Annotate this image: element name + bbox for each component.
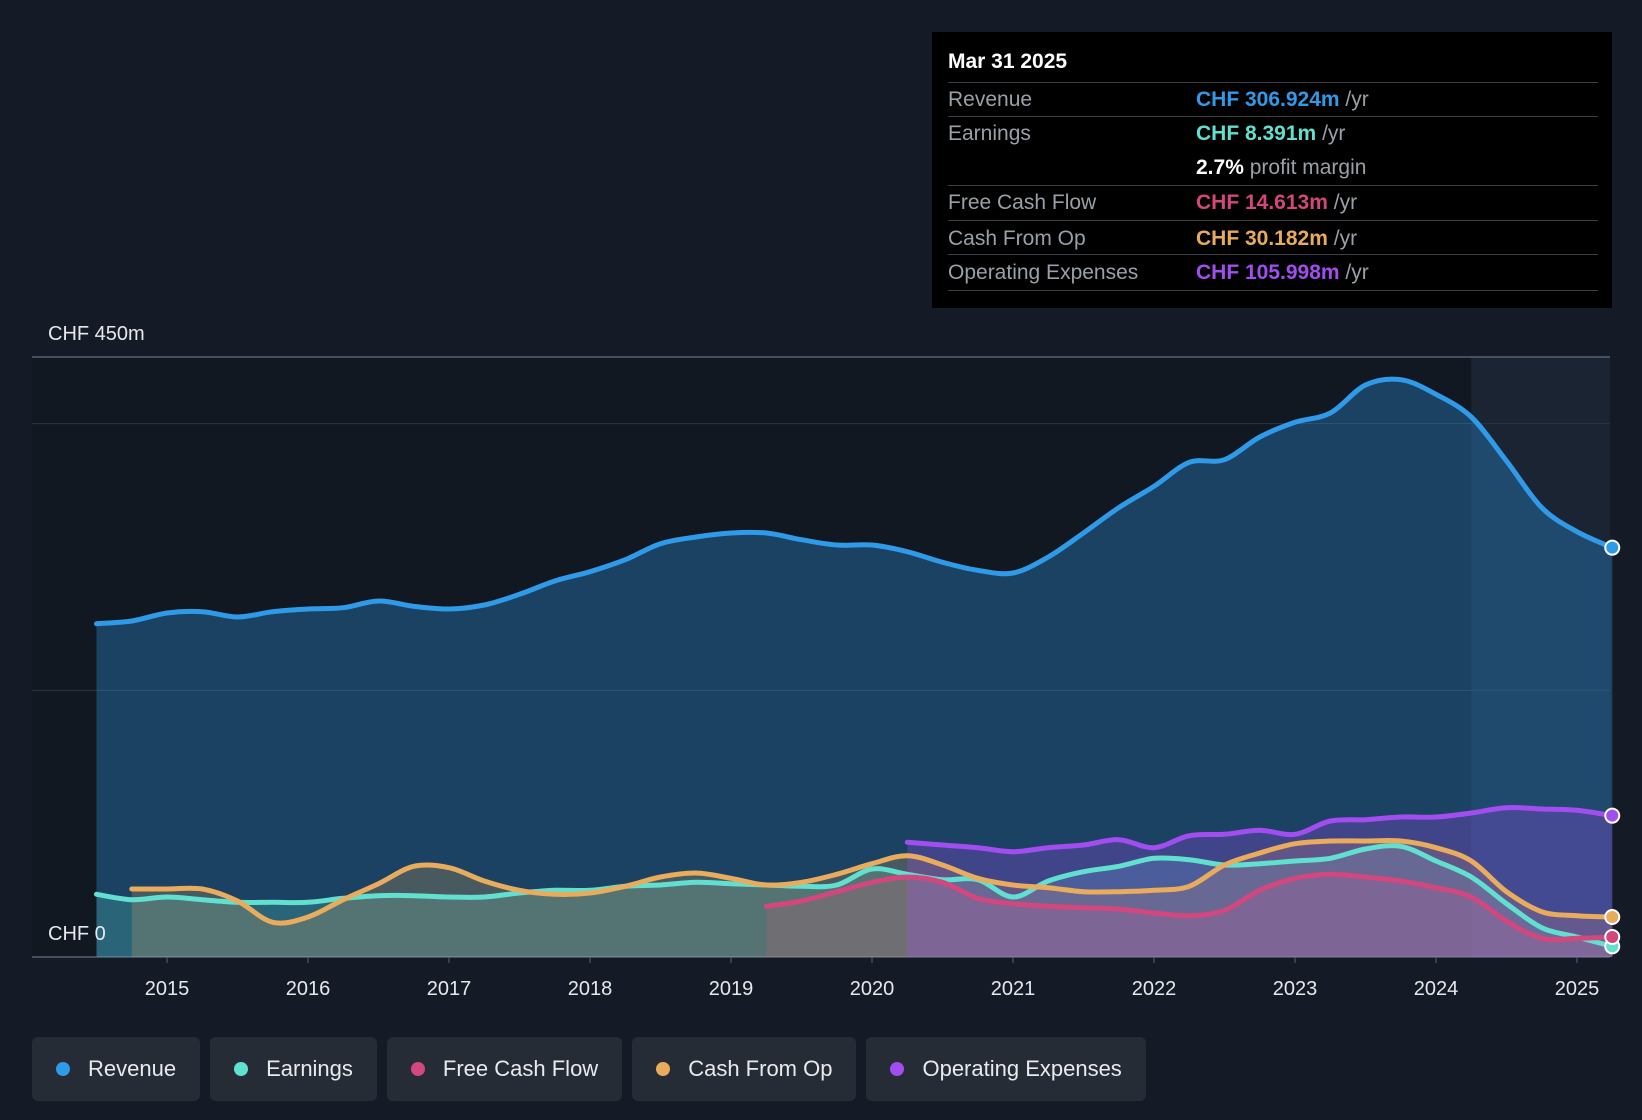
tooltip-divider [948, 116, 1598, 117]
legend-label: Free Cash Flow [442, 1056, 599, 1081]
legend-dot-icon [890, 1062, 905, 1076]
legend-label: Earnings [266, 1056, 353, 1081]
revenue-area [96, 379, 1613, 958]
cfo-end-marker [1604, 909, 1621, 925]
tooltip-divider [948, 254, 1598, 255]
x-axis-ticks: 2015 2016 2017 2018 2019 2020 2021 2022 2023 2024… [145, 957, 1600, 1000]
legend-item-earnings[interactable]: Earnings [210, 1037, 377, 1101]
tooltip-value: CHF 14.613m /yr [1196, 191, 1358, 214]
legend-item-cash-from-op[interactable]: Cash From Op [632, 1037, 857, 1101]
tooltip-row-cfo: Cash From Op CHF 30.182m /yr [948, 220, 1598, 254]
legend-item-revenue[interactable]: Revenue [32, 1037, 201, 1101]
legend: Revenue Earnings Free Cash Flow Cash Fro… [32, 1037, 1146, 1101]
tooltip-panel: Mar 31 2025 Revenue CHF 306.924m /yr Ear… [932, 32, 1612, 308]
tooltip-value: CHF 8.391m /yr [1196, 122, 1346, 145]
revenue-end-marker [1604, 539, 1621, 556]
series-areas [96, 379, 1613, 958]
opex-area [907, 807, 1613, 957]
fcf-end-marker [1604, 929, 1621, 945]
legend-label: Operating Expenses [922, 1056, 1122, 1081]
x-tick-label: 2025 [1555, 978, 1600, 1000]
fcf-area [766, 874, 1613, 957]
tooltip-divider [948, 220, 1598, 221]
x-tick-label: 2021 [991, 978, 1036, 1000]
x-tick-label: 2015 [145, 978, 190, 1000]
legend-label: Cash From Op [688, 1056, 833, 1081]
legend-item-free-cash-flow[interactable]: Free Cash Flow [386, 1037, 623, 1101]
tooltip-row-revenue: Revenue CHF 306.924m /yr [948, 81, 1598, 115]
tooltip-row-fcf: Free Cash Flow CHF 14.613m /yr [948, 184, 1598, 218]
x-tick-label: 2022 [1132, 978, 1177, 1000]
y-axis-max-label: CHF 450m [48, 323, 145, 345]
legend-dot-icon [56, 1062, 70, 1076]
legend-dot-icon [410, 1062, 425, 1076]
forecast-band [1471, 357, 1610, 957]
legend-item-operating-expenses[interactable]: Operating Expenses [866, 1037, 1146, 1101]
opex-end-marker [1604, 807, 1621, 824]
tooltip-label: Revenue [948, 88, 1033, 111]
series-lines [94, 376, 1615, 949]
x-tick-label: 2020 [850, 978, 895, 1000]
tooltip-label: Free Cash Flow [948, 191, 1097, 214]
tooltip-label: Earnings [948, 122, 1031, 145]
tooltip-divider [948, 290, 1598, 291]
legend-dot-icon [656, 1062, 671, 1076]
tooltip-row-opex: Operating Expenses CHF 105.998m /yr [948, 254, 1598, 288]
tooltip-value: CHF 306.924m /yr [1196, 88, 1369, 111]
gridlines [32, 356, 1610, 958]
cfo-line [129, 838, 1615, 926]
tooltip-divider [948, 185, 1598, 186]
fcf-line [763, 871, 1615, 943]
x-tick-label: 2018 [568, 978, 613, 1000]
y-axis-zero-label: CHF 0 [48, 923, 106, 945]
cfo-area [131, 840, 1613, 957]
tooltip-label: Operating Expenses [948, 261, 1139, 284]
earnings-area [96, 845, 1613, 957]
plot-background [32, 357, 1610, 957]
tooltip-label: Cash From Op [948, 227, 1086, 250]
opex-line [904, 805, 1615, 855]
series-end-markers [1604, 539, 1621, 955]
tooltip-value: 2.7% profit margin [1196, 156, 1367, 179]
tooltip-divider [948, 82, 1598, 83]
x-tick-label: 2024 [1414, 978, 1459, 1000]
revenue-line [94, 376, 1615, 627]
tooltip-row-earnings: Earnings CHF 8.391m /yr [948, 115, 1598, 149]
legend-label: Revenue [88, 1056, 177, 1081]
tooltip-date: Mar 31 2025 [948, 50, 1068, 73]
legend-dot-icon [234, 1062, 249, 1076]
x-tick-label: 2016 [286, 978, 331, 1000]
x-tick-label: 2019 [709, 978, 754, 1000]
tooltip-row-margin: 2.7% profit margin [948, 149, 1598, 183]
x-tick-label: 2017 [427, 978, 472, 1000]
tooltip-value: CHF 30.182m /yr [1196, 227, 1358, 250]
tooltip-value: CHF 105.998m /yr [1196, 261, 1369, 284]
x-tick-label: 2023 [1273, 978, 1318, 1000]
